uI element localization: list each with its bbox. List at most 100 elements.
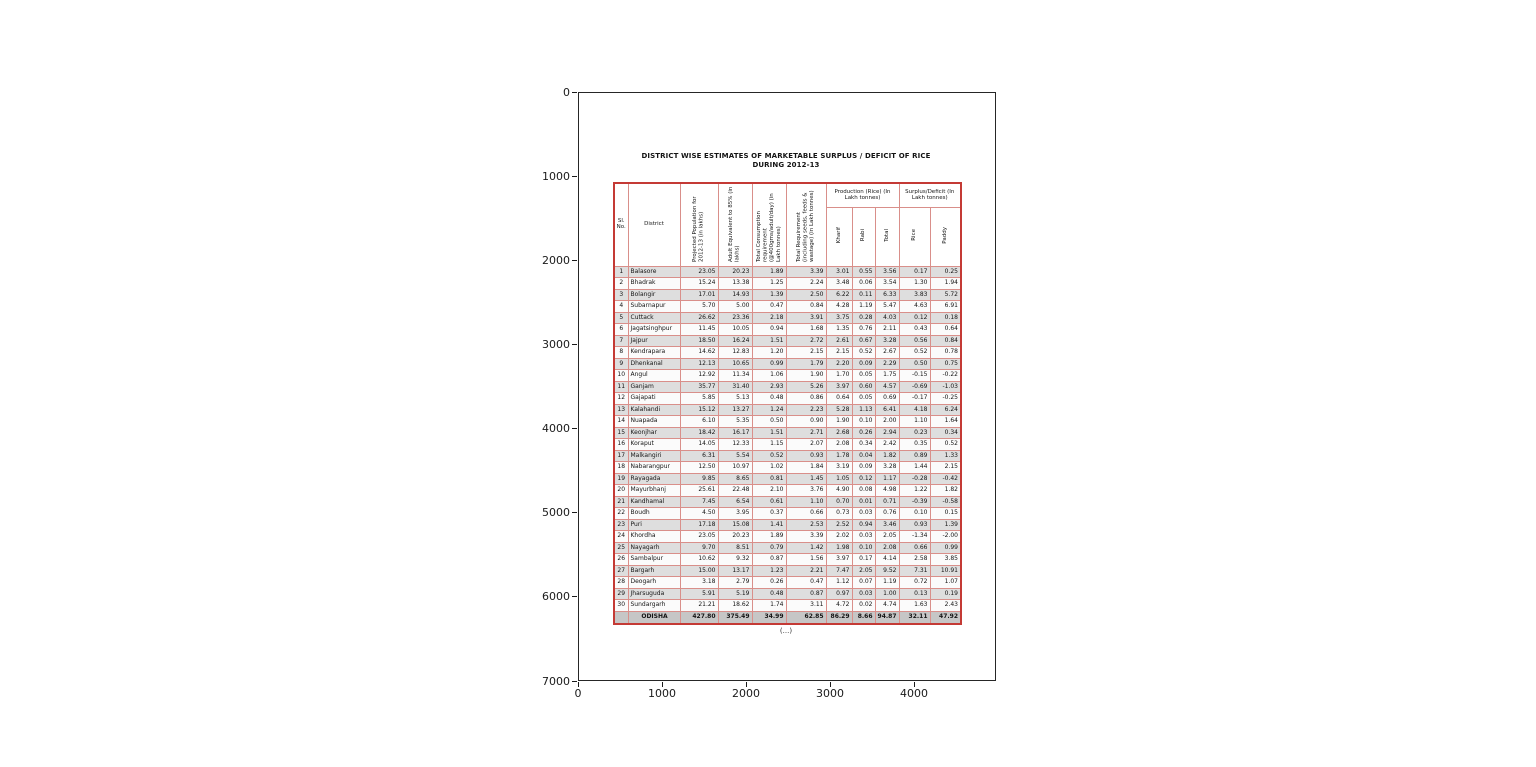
cell-value: 0.47 <box>785 576 827 589</box>
cell-value: 15.08 <box>717 518 753 531</box>
cell-value: 3.39 <box>785 265 827 278</box>
row-sl-no: 1 <box>613 265 629 278</box>
cell-value: 8.51 <box>717 541 753 554</box>
district-row: 26 Sambalpur 10.62 9.32 0.87 1.56 3.97 0.17 4.14… <box>613 553 962 566</box>
y-tick-label: 7000 <box>542 674 570 688</box>
cell-value: 0.72 <box>898 576 931 589</box>
y-tick-mark <box>572 259 577 261</box>
cell-value: 0.55 <box>851 265 876 278</box>
row-sl-no: 2 <box>613 277 629 290</box>
cell-value: 2.29 <box>874 357 900 370</box>
cell-value: 4.57 <box>874 380 900 393</box>
x-tick-label: 2000 <box>732 687 760 700</box>
district-row: 6 Jagatsinghpur 11.45 10.05 0.94 1.68 1.35 0.76… <box>613 323 962 336</box>
total-cell-value: 62.85 <box>785 610 827 625</box>
cell-value: 0.43 <box>898 323 931 336</box>
cell-value: 2.15 <box>825 346 853 359</box>
cell-value: 11.45 <box>679 323 719 336</box>
cell-value: 1.00 <box>874 587 900 600</box>
cell-value: 2.24 <box>785 277 827 290</box>
district-row: 18 Nabarangpur 12.50 10.97 1.02 1.84 3.19 0.09 3… <box>613 461 962 474</box>
cell-value: 2.61 <box>825 334 853 347</box>
cell-value: 2.68 <box>825 426 853 439</box>
cell-value: 5.00 <box>717 300 753 313</box>
cell-value: 10.91 <box>929 564 962 577</box>
cell-value: 0.87 <box>785 587 827 600</box>
district-name: Puri <box>627 518 681 531</box>
col-header-total-requirement: Total Requirement (including seeds, feed… <box>785 182 827 267</box>
cell-value: 4.18 <box>898 403 931 416</box>
cell-value: 0.99 <box>929 541 962 554</box>
cell-value: 20.23 <box>717 265 753 278</box>
row-sl-no: 4 <box>613 300 629 313</box>
x-tick-mark <box>661 682 663 687</box>
district-name: Deogarh <box>627 576 681 589</box>
cell-value: 10.05 <box>717 323 753 336</box>
total-cell-value: 94.87 <box>874 610 900 625</box>
cell-value: 12.92 <box>679 369 719 382</box>
district-row: 11 Ganjam 35.77 31.40 2.93 5.26 3.97 0.60 4.57 -0… <box>613 380 962 393</box>
cell-value: 3.48 <box>825 277 853 290</box>
total-cell-value: 427.80 <box>679 610 719 625</box>
col-header-rabi: Rabi <box>851 206 876 267</box>
x-tick-label: 3000 <box>816 687 844 700</box>
district-name: Balasore <box>627 265 681 278</box>
col-header-total-consumption-label: Total Consumption requirement (@400gms/a… <box>755 193 782 263</box>
col-header-projected-population: Projected Population for 2012-13 (in lak… <box>679 182 719 267</box>
cell-value: 9.85 <box>679 472 719 485</box>
cell-value: 12.50 <box>679 461 719 474</box>
cell-value: 0.75 <box>929 357 962 370</box>
cell-value: 5.72 <box>929 288 962 301</box>
cell-value: 0.89 <box>898 449 931 462</box>
district-row: 9 Dhenkanal 12.13 10.65 0.99 1.79 2.20 0.09 2.29… <box>613 357 962 370</box>
cell-value: 10.62 <box>679 553 719 566</box>
y-tick-mark <box>572 428 577 430</box>
cell-value: 10.65 <box>717 357 753 370</box>
cell-value: 0.18 <box>929 311 962 324</box>
cell-value: 1.56 <box>785 553 827 566</box>
cell-value: 15.12 <box>679 403 719 416</box>
cell-value: 0.37 <box>751 507 787 520</box>
col-header-kharif-label: Kharif <box>835 227 842 244</box>
cell-value: -0.39 <box>898 495 931 508</box>
cell-value: 1.33 <box>929 449 962 462</box>
cell-value: 6.54 <box>717 495 753 508</box>
cell-value: 20.23 <box>717 530 753 543</box>
y-tick-label: 6000 <box>542 590 570 604</box>
district-name: Jagatsinghpur <box>627 323 681 336</box>
col-header-district: District <box>627 182 681 267</box>
cell-value: 2.08 <box>874 541 900 554</box>
total-row: ODISHA 427.80 375.49 34.99 62.85 86.29 8.66 94.… <box>613 610 962 625</box>
cell-value: 2.58 <box>898 553 931 566</box>
row-sl-no: 21 <box>613 495 629 508</box>
district-row: 20 Mayurbhanj 25.61 22.48 2.10 3.76 4.90 0.08 4.… <box>613 484 962 497</box>
cell-value: 3.56 <box>874 265 900 278</box>
cell-value: 5.85 <box>679 392 719 405</box>
cell-value: -0.15 <box>898 369 931 382</box>
cell-value: 1.10 <box>898 415 931 428</box>
cell-value: 1.22 <box>898 484 931 497</box>
cell-value: 3.91 <box>785 311 827 324</box>
cell-value: -0.28 <box>898 472 931 485</box>
x-tick-mark <box>577 682 579 687</box>
total-cell-value: 86.29 <box>825 610 853 625</box>
district-name: Malkangiri <box>627 449 681 462</box>
cell-value: 0.69 <box>874 392 900 405</box>
cell-value: 5.54 <box>717 449 753 462</box>
cell-value: 0.08 <box>851 484 876 497</box>
total-cell-value: 34.99 <box>751 610 787 625</box>
cell-value: 18.62 <box>717 599 753 612</box>
cell-value: -0.17 <box>898 392 931 405</box>
cell-value: 3.97 <box>825 380 853 393</box>
cell-value: 0.76 <box>874 507 900 520</box>
row-sl-no: 15 <box>613 426 629 439</box>
district-row: 28 Deogarh 3.18 2.79 0.26 0.47 1.12 0.07 1.19 0.7… <box>613 576 962 589</box>
cell-value: 11.34 <box>717 369 753 382</box>
cell-value: 2.94 <box>874 426 900 439</box>
cell-value: 5.19 <box>717 587 753 600</box>
col-header-sl-no-label: Sl. No. <box>616 217 626 230</box>
district-row: 14 Nuapada 6.10 5.35 0.50 0.90 1.90 0.10 2.00 1.1… <box>613 415 962 428</box>
cell-value: 0.10 <box>851 541 876 554</box>
district-name: Bolangir <box>627 288 681 301</box>
district-row: 17 Malkangiri 6.31 5.54 0.52 0.93 1.78 0.04 1.82… <box>613 449 962 462</box>
